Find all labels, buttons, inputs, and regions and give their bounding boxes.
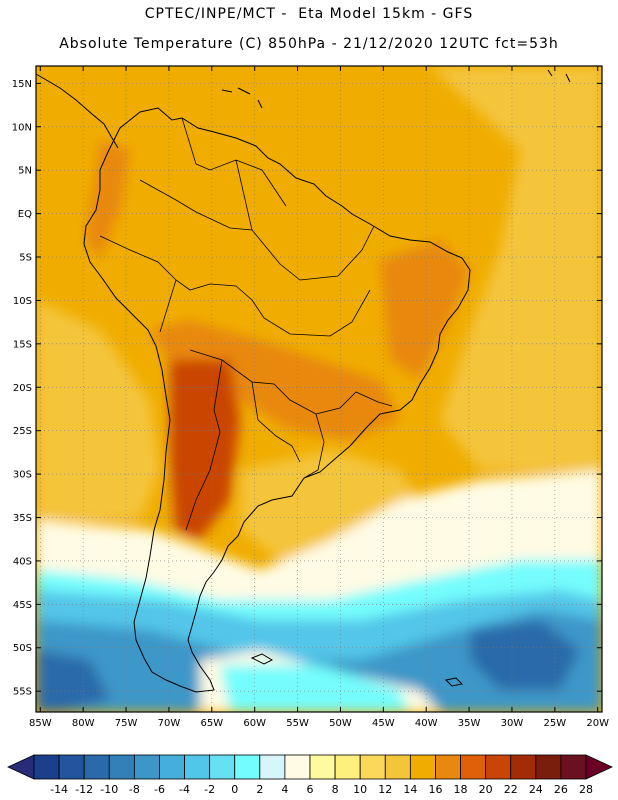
lat-label: 5N [18,166,32,177]
coastline [35,69,571,693]
falkland-islands [250,653,464,687]
colorbar-swatch [159,754,185,780]
colorbar-swatch [234,754,261,780]
lon-label: 70W [158,718,181,729]
colorbar-swatch [409,754,436,780]
lat-label: 20S [13,383,32,394]
longitude-axis: 85W 80W 75W 70W 65W 60W 55W 50W 45W 40W 35W 30W 25W 2… [29,66,609,729]
caribbean-islands [221,69,571,109]
lat-label: 40S [13,556,32,567]
colorbar-label: 24 [529,783,543,796]
map-title: CPTEC/INPE/MCT - Eta Model 15km - GFS [144,6,474,22]
field-cyan-south [220,665,410,712]
lat-label: 25S [13,426,32,437]
colorbar-swatch [560,754,587,780]
colorbar-label: -8 [129,783,140,796]
colorbar-swatch [284,754,311,780]
colorbar-swatch [58,754,85,780]
colorbar-label: -4 [179,783,190,796]
colorbar-swatch [33,754,60,780]
lat-label: EQ [18,209,32,220]
colorbar-label: 26 [554,783,568,796]
field-deepblue [36,620,580,712]
lat-label: 35S [13,513,32,524]
field-hot-central [150,320,400,440]
field-mid-west [36,300,160,520]
lat-label: 5S [19,253,32,264]
lon-label: 45W [372,718,395,729]
colorbar-swatch [184,754,211,780]
colorbar-label: -6 [154,783,165,796]
colorbar-swatch [209,754,236,780]
colorbar-label: -10 [100,783,118,796]
color-legend: -14 -12 -10 -8 -6 -4 -2 0 2 4 6 8 10 12 14 16 18 20 22 24 26… [7,754,613,796]
map-frame [35,65,603,713]
colorbar-swatch [384,754,411,780]
colorbar-label: 8 [332,783,339,796]
map-subtitle: Absolute Temperature (C) 850hPa - 21/12/… [59,36,559,52]
colorbar-label: 16 [428,783,442,796]
colorbar-swatch [133,754,160,780]
lat-label: 15S [13,339,32,350]
lon-label: 25W [544,718,567,729]
central-america-coast [35,73,119,149]
lon-label: 50W [329,718,352,729]
colorbar-swatch [535,754,562,780]
colorbar-label: 18 [454,783,468,796]
colorbar-label: 2 [256,783,263,796]
colorbar-label: 28 [579,783,593,796]
colorbar-label: 4 [281,783,288,796]
lon-label: 20W [586,718,609,729]
lon-label: 30W [501,718,524,729]
lon-label: 35W [458,718,481,729]
colorbar-label: 10 [353,783,367,796]
lat-label: 10S [13,296,32,307]
lat-label: 55S [13,687,32,698]
field-hotter-core [170,360,240,540]
lat-label: 50S [13,643,32,654]
lon-label: 55W [286,718,309,729]
lon-label: 80W [72,718,95,729]
colorbar-swatch [510,754,537,780]
colorbar-swatch [435,754,461,780]
borders-lines [99,117,393,531]
south-america-coast [83,107,471,693]
colorbar-label: 0 [231,783,238,796]
colorbar-under-arrow [7,754,35,780]
colorbar-label: 22 [504,783,518,796]
field-mid-east [430,66,602,470]
colorbar-label: -12 [75,783,93,796]
lon-label: 65W [200,718,223,729]
lon-label: 75W [115,718,138,729]
colorbar-swatch [259,754,286,780]
colorbar-swatch [334,754,361,780]
colorbar-swatch [485,754,512,780]
colorbar-label: 6 [307,783,314,796]
lon-label: 40W [415,718,438,729]
lat-label: 10N [12,122,32,133]
colorbar-label: 20 [479,783,493,796]
lat-label: 30S [13,470,32,481]
lon-label: 60W [243,718,266,729]
colorbar-swatch [460,754,487,780]
colorbar-label: 12 [378,783,392,796]
lat-label: 45S [13,600,32,611]
colorbar-swatch [359,754,386,780]
lat-label: 15N [12,79,32,90]
country-borders [99,117,393,531]
colorbar-over-arrow [585,754,613,780]
colorbar-swatch [309,754,336,780]
field-hot-northeast [380,240,470,380]
temperature-field [36,66,602,712]
colorbar-label: 14 [403,783,417,796]
colorbar-label: -2 [204,783,215,796]
colorbar-label: -14 [50,783,68,796]
field-blue [36,610,602,712]
latitude-axis: 15N 10N 5N EQ 5S 10S 15S 20S 25S 30S 35S 40S 45S 50S 5… [12,79,602,698]
lon-label: 85W [29,718,52,729]
colorbar-swatch [108,754,135,780]
colorbar-swatch [83,754,110,780]
